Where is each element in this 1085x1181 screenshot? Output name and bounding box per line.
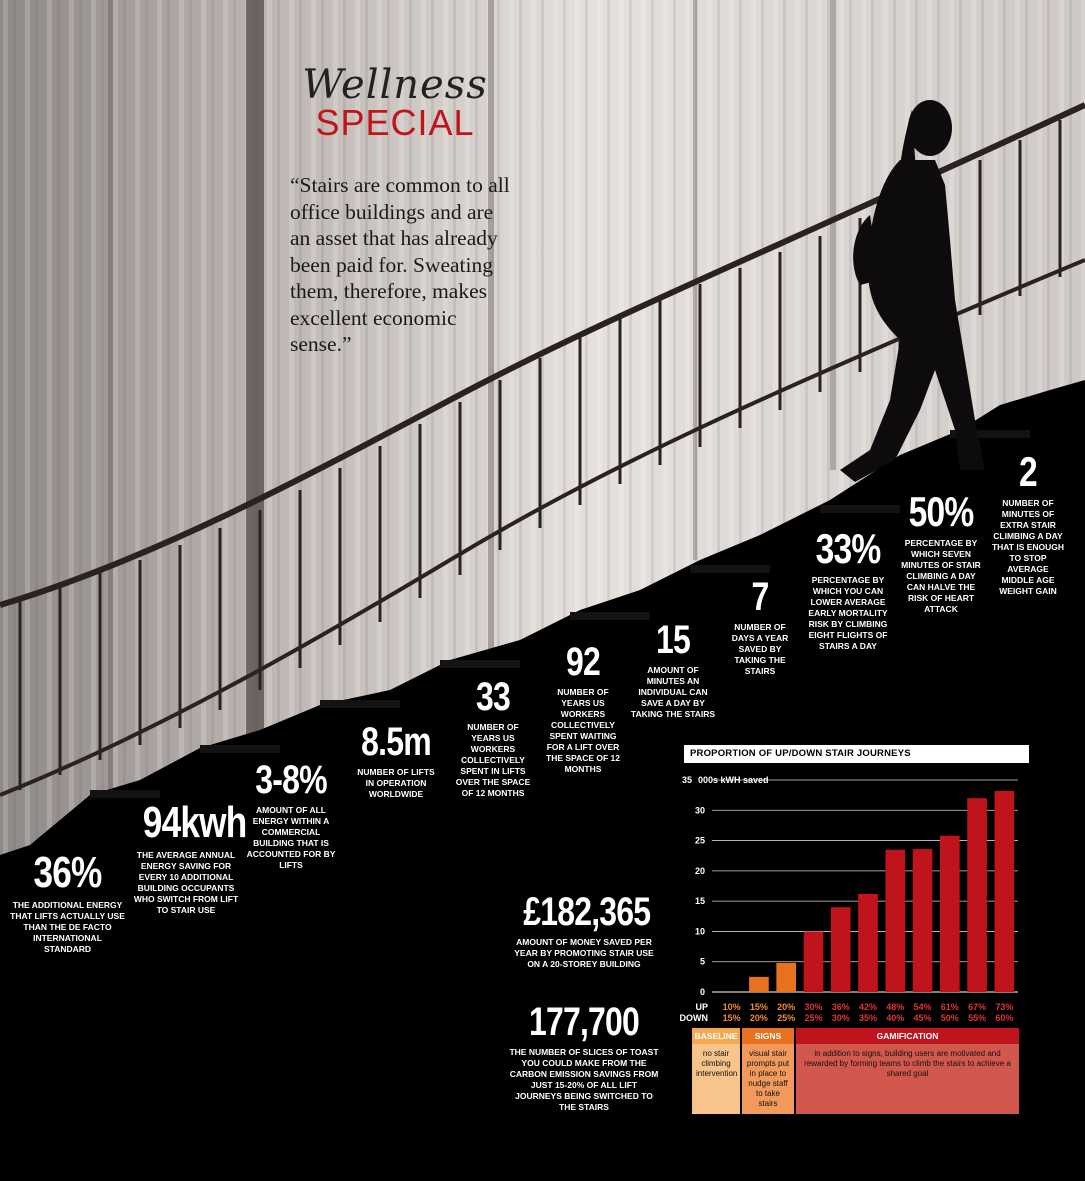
y-tick-label-30: 30 [695, 805, 705, 815]
x-label-up-9: 67% [968, 1002, 986, 1012]
chart-title: PROPORTION OF UP/DOWN STAIR JOURNEYS [690, 748, 911, 759]
stat-toast-slices: 177,700 The number of slices of toast yo… [509, 1000, 659, 1112]
row-label-down: DOWN [680, 1013, 708, 1023]
y-tick-label-10: 10 [695, 926, 705, 936]
x-label-down-9: 55% [968, 1013, 986, 1023]
bar-10 [994, 790, 1015, 992]
y-tick-label-5: 5 [700, 957, 705, 967]
y-tick-label-20: 20 [695, 866, 705, 876]
legend-signs: SIGNS visual stair prompts put in place … [742, 1028, 794, 1114]
y-tick-label-35: 35 [682, 775, 692, 785]
x-label-up-7: 54% [914, 1002, 932, 1012]
chart-title-bar: PROPORTION OF UP/DOWN STAIR JOURNEYS [684, 745, 1029, 763]
stat-92-years: 92 Number of years US workers collective… [546, 640, 620, 774]
x-label-down-8: 50% [941, 1013, 959, 1023]
x-label-up-10: 73% [995, 1002, 1013, 1012]
y-tick-label-0: 0 [700, 987, 705, 997]
legend-baseline-title: BASELINE [692, 1028, 740, 1044]
x-label-down-6: 40% [886, 1013, 904, 1023]
stat-money-saved: £182,365 Amount of money saved per year … [514, 890, 654, 969]
stat-94kwh: 94kwh The average annual energy saving f… [133, 798, 247, 915]
x-label-down-7: 45% [914, 1013, 932, 1023]
x-label-down-1: 20% [750, 1013, 768, 1023]
bar-6 [885, 849, 906, 992]
stat-50-percent: 50% Percentage by which seven minutes of… [901, 488, 981, 614]
stat-7-days: 7 Number of days a year saved by taking … [731, 575, 789, 676]
bar-7 [912, 849, 933, 992]
x-label-down-10: 60% [995, 1013, 1013, 1023]
bar-8 [940, 835, 960, 992]
x-label-up-5: 42% [859, 1002, 877, 1012]
wellness-special-logo: Wellness SPECIAL [300, 62, 490, 144]
x-label-down-4: 30% [832, 1013, 850, 1023]
x-label-down-0: 15% [723, 1013, 741, 1023]
bar-1 [749, 976, 769, 992]
stat-33-percent: 33% Percentage by which you can lower av… [808, 525, 888, 651]
stat-2-minutes: 2 Number of minutes of extra stair climb… [991, 448, 1065, 596]
bar-3 [803, 931, 824, 992]
x-label-down-2: 25% [777, 1013, 795, 1023]
y-axis-label: 000s kWH saved [698, 775, 769, 785]
x-label-down-5: 35% [859, 1013, 877, 1023]
legend-signs-text: visual stair prompts put in place to nud… [742, 1044, 794, 1114]
bar-2 [776, 962, 796, 992]
masthead-special: SPECIAL [315, 102, 475, 143]
x-label-down-3: 25% [804, 1013, 822, 1023]
legend-baseline-text: no stair climbing intervention [692, 1044, 740, 1114]
y-tick-label-15: 15 [695, 896, 705, 906]
stat-33-years: 33 Number of years US workers collective… [455, 675, 531, 798]
x-label-up-0: 10% [723, 1002, 741, 1012]
x-label-up-6: 48% [886, 1002, 904, 1012]
row-label-up: UP [695, 1002, 708, 1012]
legend-gamification: GAMIFICATION in addition to signs, build… [796, 1028, 1019, 1114]
y-tick-label-25: 25 [695, 836, 705, 846]
x-label-up-8: 61% [941, 1002, 959, 1012]
legend-gamification-text: in addition to signs, building users are… [796, 1044, 1019, 1114]
legend-signs-title: SIGNS [742, 1028, 794, 1044]
bar-5 [858, 893, 878, 992]
x-label-up-3: 30% [804, 1002, 822, 1012]
legend-baseline: BASELINE no stair climbing intervention [692, 1028, 740, 1114]
stat-15-minutes: 15 Amount of minutes an individual can s… [630, 618, 716, 719]
stat-3-8-percent: 3-8% Amount of all energy within a comme… [246, 758, 336, 870]
masthead-wellness: Wellness [302, 62, 488, 108]
pull-quote: “Stairs are common to all office buildin… [290, 173, 510, 356]
stat-36-percent: 36% The additional energy that lifts act… [10, 848, 125, 954]
stat-8-5m: 8.5m Number of lifts in operation worldw… [357, 720, 435, 799]
bar-4 [830, 907, 851, 992]
legend-gamification-title: GAMIFICATION [796, 1028, 1019, 1044]
x-label-up-1: 15% [750, 1002, 768, 1012]
x-label-up-4: 36% [832, 1002, 850, 1012]
x-label-up-2: 20% [777, 1002, 795, 1012]
bar-9 [967, 798, 987, 992]
